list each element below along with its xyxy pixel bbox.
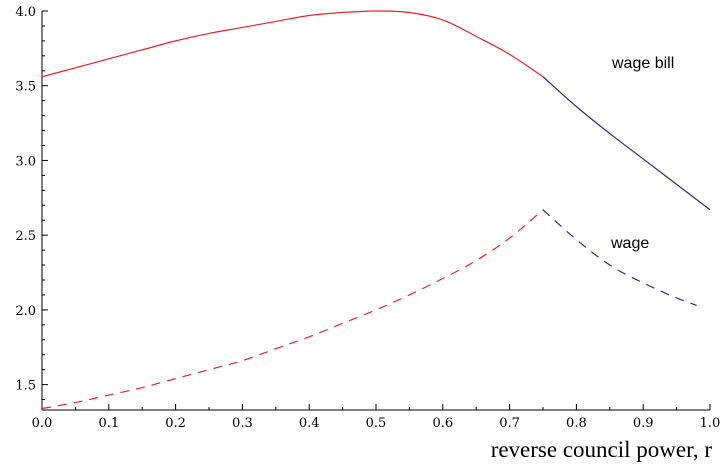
- series-wage-blue-segment: [542, 209, 697, 306]
- annotation-wage: wage: [610, 235, 649, 252]
- x-tick-label: 0.7: [499, 416, 520, 431]
- x-tick-label: 0.8: [566, 416, 587, 431]
- annotation-wage-bill: wage bill: [611, 55, 674, 72]
- x-tick-label: 0.4: [299, 416, 320, 431]
- x-tick-label: 0.3: [232, 416, 253, 431]
- labels: reverse council power, r wage bill wage: [491, 55, 713, 462]
- x-tick-label: 0.5: [366, 416, 387, 431]
- y-tick-label: 3.0: [15, 154, 36, 169]
- series-wage-bill-blue-segment: [542, 76, 711, 211]
- x-tick-label: 1.0: [700, 416, 721, 431]
- y-tick-label: 1.5: [15, 379, 36, 394]
- series-wage-red-segment: [41, 209, 544, 410]
- x-tick-label: 0.0: [32, 416, 53, 431]
- axes: 0.0 0.1 0.2 0.3 0.4 0.5 0.6 0.7 0.8 0.9 1.0 1.5 2.0 2…: [15, 5, 720, 431]
- x-axis-label: reverse council power, r: [491, 437, 713, 462]
- series-wage-bill-red-segment: [41, 10, 544, 78]
- x-tick-label: 0.1: [98, 416, 119, 431]
- y-tick-label: 2.5: [15, 229, 36, 244]
- x-tick-label: 0.6: [432, 416, 453, 431]
- x-tick-label: 0.2: [165, 416, 186, 431]
- series-layer: [41, 10, 711, 410]
- y-tick-label: 2.0: [15, 304, 36, 319]
- x-tick-label: 0.9: [633, 416, 654, 431]
- y-tick-label: 3.5: [15, 80, 36, 95]
- y-tick-label: 4.0: [15, 5, 36, 20]
